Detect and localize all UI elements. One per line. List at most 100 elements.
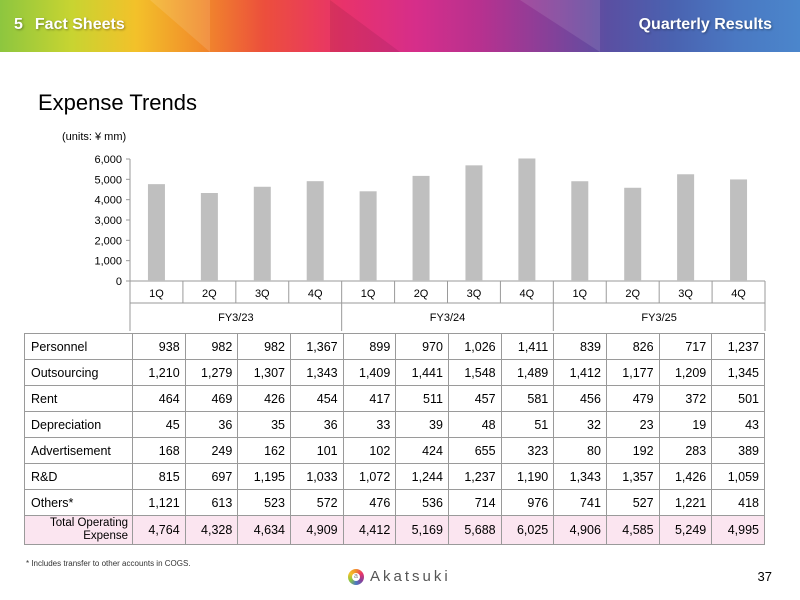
row-label: R&D (24, 463, 133, 490)
bar-3q-10 (677, 174, 695, 281)
table-cell: 1,411 (500, 333, 555, 360)
table-cell: 899 (342, 333, 397, 360)
table-cell: 613 (184, 489, 239, 516)
banner-decoration (330, 0, 400, 52)
total-cell: 4,906 (553, 515, 607, 545)
x-category-label: 3Q (678, 288, 693, 300)
table-row: Personnel 938 982 982 1,367 899 970 1,026 1,411 8… (24, 333, 765, 360)
y-tick-label: 4,000 (94, 195, 122, 207)
table-cell: 1,190 (500, 463, 555, 490)
table-cell: 51 (500, 411, 555, 438)
table-cell: 1,441 (395, 359, 449, 386)
table-cell: 655 (447, 437, 502, 464)
table-cell: 39 (395, 411, 449, 438)
table-cell: 1,307 (237, 359, 291, 386)
total-cell: 5,169 (395, 515, 449, 545)
table-cell: 1,412 (553, 359, 607, 386)
x-category-label: 3Q (255, 288, 270, 300)
x-category-label: 4Q (308, 288, 323, 300)
table-cell: 456 (553, 385, 607, 412)
table-cell: 1,072 (342, 463, 397, 490)
total-row-label: Total Operating Expense (24, 515, 133, 545)
table-cell: 80 (553, 437, 607, 464)
bar-2q-9 (624, 187, 642, 281)
total-row: Total Operating Expense 4,764 4,328 4,634 4,9… (24, 515, 765, 545)
table-cell: 1,244 (395, 463, 449, 490)
table-cell: 826 (605, 333, 660, 360)
table-row: Outsourcing 1,210 1,279 1,307 1,343 1,409 1,44… (24, 359, 765, 386)
table-cell: 572 (289, 489, 344, 516)
bar-2q-5 (412, 175, 430, 281)
table-cell: 1,059 (711, 463, 765, 490)
table-cell: 45 (132, 411, 186, 438)
table-row: R&D 815 697 1,195 1,033 1,072 1,244 1,237 1,190 1… (24, 463, 765, 490)
table-cell: 523 (237, 489, 291, 516)
total-cell: 4,328 (184, 515, 239, 545)
units-label: (units: ¥ mm) (62, 131, 127, 143)
row-label: Depreciation (24, 411, 133, 438)
banner-decoration (150, 0, 210, 52)
row-label: Others* (24, 489, 133, 516)
akatsuki-logo: a Akatsuki (348, 568, 451, 585)
table-cell: 454 (289, 385, 344, 412)
bar-2q-1 (200, 192, 218, 281)
table-cell: 1,237 (447, 463, 502, 490)
x-group-label: FY3/25 (641, 312, 676, 324)
page-title: Expense Trends (38, 90, 197, 115)
y-tick-label: 1,000 (94, 256, 122, 268)
table-cell: 372 (658, 385, 713, 412)
table-row: Rent 464 469 426 454 417 511 457 581 456 479 372 501 (24, 385, 765, 412)
table-cell: 417 (342, 385, 397, 412)
table-cell: 162 (237, 437, 291, 464)
table-cell: 1,221 (658, 489, 713, 516)
table-cell: 1,033 (289, 463, 344, 490)
table-cell: 1,121 (132, 489, 186, 516)
total-cell: 6,025 (500, 515, 555, 545)
table-cell: 697 (184, 463, 239, 490)
table-cell: 36 (184, 411, 239, 438)
table-cell: 424 (395, 437, 449, 464)
table-cell: 457 (447, 385, 502, 412)
table-cell: 1,409 (342, 359, 397, 386)
table-cell: 476 (342, 489, 397, 516)
table-cell: 1,026 (447, 333, 502, 360)
bar-4q-3 (306, 181, 324, 281)
table-cell: 1,279 (184, 359, 239, 386)
x-category-label: 1Q (361, 288, 376, 300)
expense-table-body: Personnel 938 982 982 1,367 899 970 1,026 1,411 8… (24, 333, 765, 545)
expense-table: Personnel 938 982 982 1,367 899 970 1,026 1,411 8… (24, 333, 765, 545)
bar-3q-2 (253, 186, 271, 281)
row-label: Advertisement (24, 437, 133, 464)
x-category-label: 4Q (731, 288, 746, 300)
total-cell: 4,995 (711, 515, 765, 545)
table-cell: 389 (711, 437, 765, 464)
bar-1q-0 (147, 184, 165, 281)
x-group-label: FY3/23 (218, 312, 253, 324)
x-group-label: FY3/24 (430, 312, 465, 324)
section-title: Fact Sheets (34, 16, 125, 33)
table-cell: 101 (289, 437, 344, 464)
table-cell: 717 (658, 333, 713, 360)
total-cell: 4,634 (237, 515, 291, 545)
table-cell: 192 (605, 437, 660, 464)
y-tick-label: 5,000 (94, 174, 122, 186)
table-cell: 32 (553, 411, 607, 438)
table-cell: 938 (132, 333, 186, 360)
table-cell: 501 (711, 385, 765, 412)
table-cell: 1,237 (711, 333, 765, 360)
table-cell: 36 (289, 411, 344, 438)
y-tick-label: 0 (116, 276, 122, 288)
table-cell: 1,426 (658, 463, 713, 490)
x-category-label: 2Q (202, 288, 217, 300)
footnote: * Includes transfer to other accounts in… (26, 559, 191, 568)
table-cell: 1,209 (658, 359, 713, 386)
table-cell: 479 (605, 385, 660, 412)
section-number: 5 (14, 16, 23, 33)
logo-text: Akatsuki (370, 568, 451, 585)
table-cell: 464 (132, 385, 186, 412)
quarterly-results-title: Quarterly Results (638, 16, 772, 33)
x-category-label: 3Q (467, 288, 482, 300)
table-cell: 1,195 (237, 463, 291, 490)
table-cell: 527 (605, 489, 660, 516)
row-label: Personnel (24, 333, 133, 360)
